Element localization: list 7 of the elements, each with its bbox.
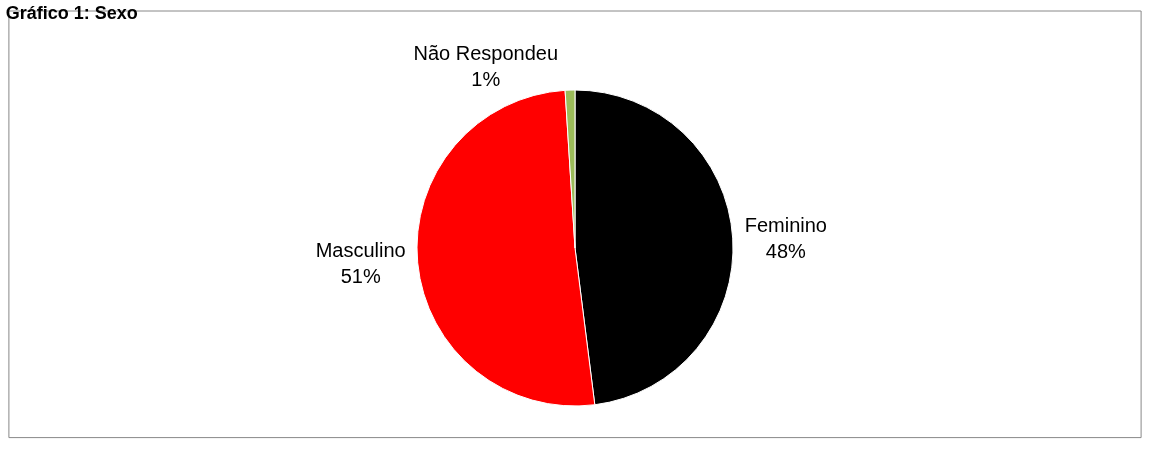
slice-label: Masculino xyxy=(315,239,406,262)
data-label: 51% xyxy=(340,265,381,288)
data-label: 1% xyxy=(471,68,501,91)
slice-label: Não Respondeu xyxy=(413,42,559,65)
data-label: 48% xyxy=(765,239,807,262)
slice-label: Feminino xyxy=(744,213,827,236)
text: Gráfico 1: Sexo xyxy=(5,3,138,24)
